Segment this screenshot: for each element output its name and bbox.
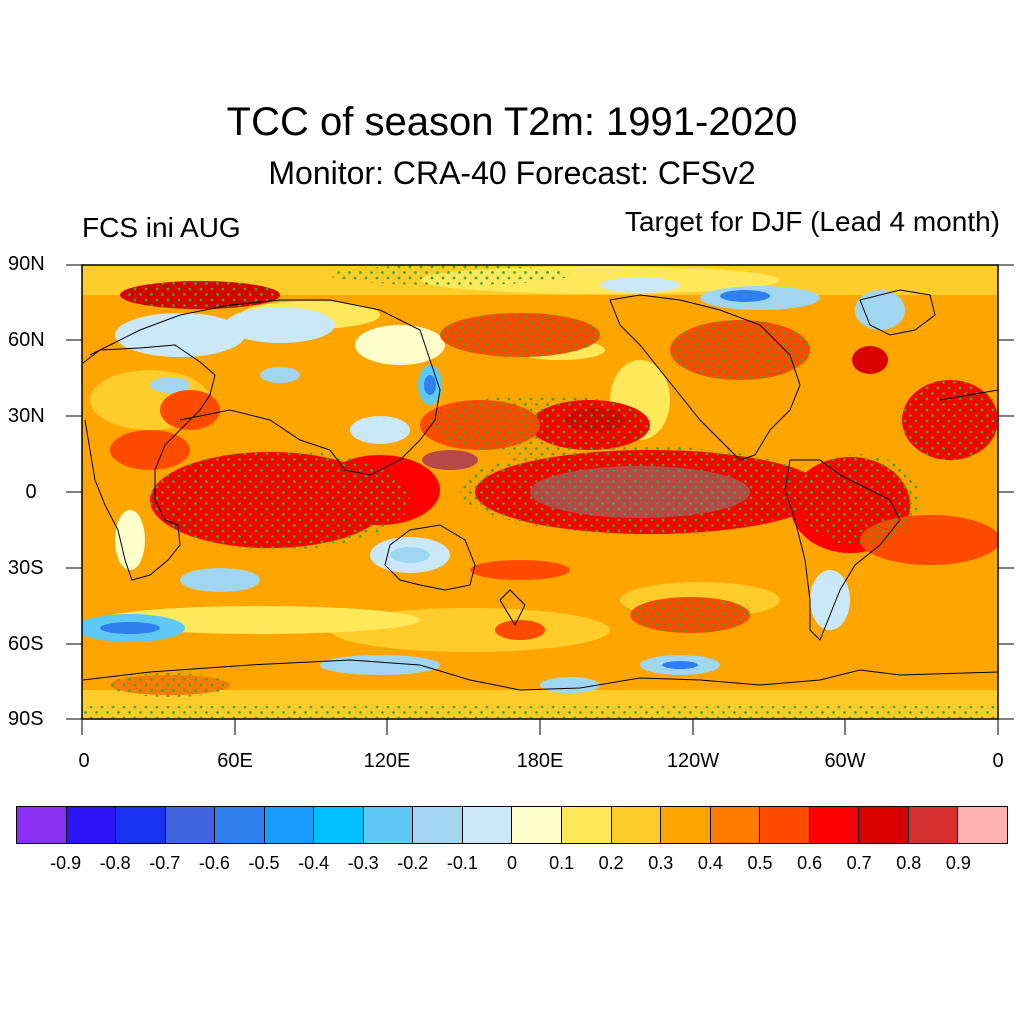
colorbar-label: -0.5 [248,853,280,873]
colorbar-box [66,807,117,843]
axis-ticks [66,264,1014,735]
colorbar-box [760,807,810,843]
lon-label-60e: 60E [217,750,253,772]
lon-label-180e: 180E [516,750,564,772]
colorbar-label: -0.7 [149,853,181,873]
colorbar-label: 0.1 [549,853,575,873]
colorbar-label: 0.8 [896,853,922,873]
colorbar-box [859,807,909,843]
colorbar-box [116,807,166,843]
colorbar [16,806,1008,844]
colorbar-label: -0.4 [298,853,330,873]
colorbar-box [958,807,1007,843]
colorbar-box [512,807,563,843]
colorbar-label: 0.7 [846,853,872,873]
target-label: Target for DJF (Lead 4 month) [624,206,1000,237]
lon-label-0: 0 [78,750,90,772]
coastlines [82,289,999,691]
colorbar-label: -0.8 [99,853,131,873]
colorbar-label: 0 [506,853,518,873]
lon-label-60w: 60W [824,750,866,772]
colorbar-box [908,807,959,843]
colorbar-label: -0.6 [198,853,230,873]
colorbar-label: -0.1 [446,853,478,873]
colorbar-label: -0.2 [397,853,429,873]
colorbar-label: 0.9 [945,853,971,873]
colorbar-label: 0.5 [747,853,773,873]
colorbar-box [611,807,662,843]
colorbar-label: 0.2 [598,853,624,873]
colorbar-label: 0.4 [697,853,723,873]
colorbar-box [17,807,67,843]
lat-label-0: 0 [25,481,37,503]
tcc-map [66,264,1014,735]
lat-label-60s: 60S [8,633,44,655]
colorbar-box [363,807,414,843]
map-subtitle: Monitor: CRA-40 Forecast: CFSv2 [268,155,756,191]
colorbar-box [314,807,364,843]
colorbar-box [165,807,216,843]
colorbar-box [215,807,265,843]
lon-label-120e: 120E [363,750,411,772]
lat-label-90n: 90N [8,253,45,275]
colorbar-box [809,807,860,843]
map-field [82,265,998,719]
colorbar-label: -0.3 [347,853,379,873]
colorbar-box [413,807,463,843]
lat-label-30s: 30S [8,557,44,579]
colorbar-box [264,807,315,843]
lat-label-90s: 90S [8,708,44,730]
lat-label-60n: 60N [8,329,45,351]
colorbar-box [710,807,761,843]
colorbar-label: 0.6 [797,853,823,873]
map-title: TCC of season T2m: 1991-2020 [226,100,798,144]
lon-label-120w: 120W [666,750,720,772]
init-label: FCS ini AUG [82,212,241,243]
lon-label-0-right: 0 [992,750,1004,772]
colorbar-label: -0.9 [50,853,82,873]
colorbar-box [562,807,612,843]
colorbar-label: 0.3 [648,853,674,873]
lat-label-30n: 30N [8,405,45,427]
colorbar-box [661,807,711,843]
colorbar-box [462,807,513,843]
